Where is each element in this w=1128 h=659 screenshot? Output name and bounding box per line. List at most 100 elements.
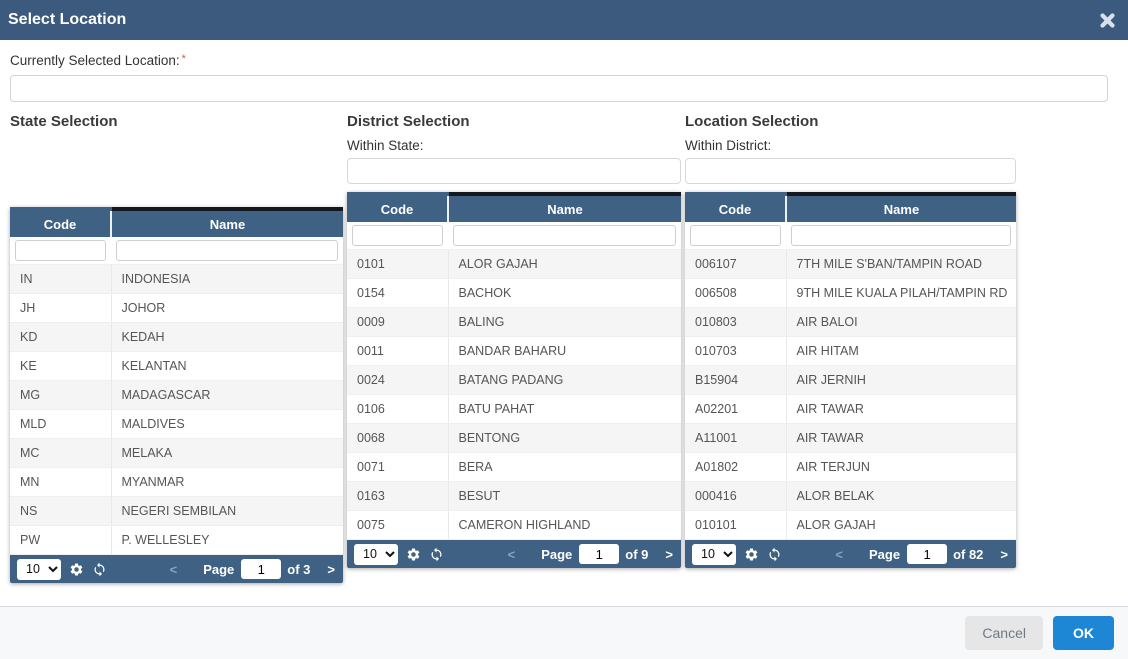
state-selection-panel: State Selection Code Name IN IND — [10, 113, 343, 583]
row-name: P. WELLESLEY — [111, 525, 343, 555]
district-name-header[interactable]: Name — [448, 192, 681, 222]
page-label: Page — [541, 546, 573, 562]
table-row[interactable]: MN MYANMAR — [10, 467, 343, 497]
table-row[interactable]: 0009 BALING — [347, 307, 681, 337]
refresh-icon[interactable] — [92, 562, 107, 577]
table-row[interactable]: 0071 BERA — [347, 452, 681, 482]
refresh-icon[interactable] — [767, 547, 782, 562]
prev-page-button[interactable]: < — [835, 546, 843, 562]
page-count-label: of 9 — [625, 546, 649, 562]
state-code-header[interactable]: Code — [10, 207, 112, 237]
district-code-header[interactable]: Code — [347, 192, 449, 222]
ok-button[interactable]: OK — [1053, 616, 1114, 650]
state-page-size-select[interactable]: 10 — [17, 558, 61, 580]
row-code: 0011 — [347, 336, 449, 366]
refresh-icon[interactable] — [429, 547, 444, 562]
table-row[interactable]: MC MELAKA — [10, 438, 343, 468]
table-row[interactable]: 0075 CAMERON HIGHLAND — [347, 510, 681, 540]
table-row[interactable]: A01802 AIR TERJUN — [685, 452, 1016, 482]
row-code: 0101 — [347, 249, 449, 279]
table-row[interactable]: B15904 AIR JERNIH — [685, 365, 1016, 395]
current-location-label: Currently Selected Location: * — [10, 53, 1118, 68]
location-panel-title: Location Selection — [685, 113, 819, 130]
location-page-size-select[interactable]: 10 — [692, 543, 736, 565]
table-row[interactable]: 0068 BENTONG — [347, 423, 681, 453]
row-name: BACHOK — [448, 278, 681, 308]
state-page-input[interactable] — [241, 559, 282, 579]
district-page-input[interactable] — [579, 544, 620, 564]
row-code: PW — [10, 525, 112, 555]
row-name: ALOR GAJAH — [786, 510, 1016, 540]
state-grid: Code Name IN INDONESIA JH JOHOR KD KEDAH KE KEL… — [10, 207, 343, 583]
location-page-input[interactable] — [907, 544, 948, 564]
table-row[interactable]: 0024 BATANG PADANG — [347, 365, 681, 395]
location-grid: Code Name 006107 7TH MILE S'BAN/TAMPIN RO… — [685, 192, 1016, 568]
table-row[interactable]: 006508 9TH MILE KUALA PILAH/TAMPIN RD — [685, 278, 1016, 308]
settings-icon[interactable] — [69, 562, 84, 577]
row-name: AIR TAWAR — [786, 394, 1016, 424]
row-code: 006107 — [685, 249, 787, 279]
table-row[interactable]: 0163 BESUT — [347, 481, 681, 511]
state-name-filter-input[interactable] — [116, 240, 338, 261]
table-row[interactable]: 0106 BATU PAHAT — [347, 394, 681, 424]
location-code-filter-input[interactable] — [690, 225, 781, 246]
district-code-filter-input[interactable] — [352, 225, 443, 246]
row-code: B15904 — [685, 365, 787, 395]
district-page-size-select[interactable]: 10 — [354, 543, 398, 565]
row-code: 0009 — [347, 307, 449, 337]
close-icon[interactable] — [1099, 12, 1116, 29]
location-name-filter-input[interactable] — [791, 225, 1011, 246]
table-row[interactable]: A11001 AIR TAWAR — [685, 423, 1016, 453]
district-name-filter-input[interactable] — [453, 225, 676, 246]
table-row[interactable]: PW P. WELLESLEY — [10, 525, 343, 555]
table-row[interactable]: A02201 AIR TAWAR — [685, 394, 1016, 424]
location-name-header[interactable]: Name — [786, 192, 1016, 222]
next-page-button[interactable]: > — [665, 546, 673, 562]
district-grid: Code Name 0101 ALOR GAJAH 0154 BACHOK 0009 BA… — [347, 192, 681, 568]
row-name: AIR JERNIH — [786, 365, 1016, 395]
row-name: MELAKA — [111, 438, 343, 468]
table-row[interactable]: KE KELANTAN — [10, 351, 343, 381]
row-code: 0106 — [347, 394, 449, 424]
settings-icon[interactable] — [406, 547, 421, 562]
table-row[interactable]: 006107 7TH MILE S'BAN/TAMPIN ROAD — [685, 249, 1016, 279]
row-name: 9TH MILE KUALA PILAH/TAMPIN RD — [786, 278, 1016, 308]
table-row[interactable]: KD KEDAH — [10, 322, 343, 352]
row-name: KELANTAN — [111, 351, 343, 381]
settings-icon[interactable] — [744, 547, 759, 562]
modal-title: Select Location — [8, 11, 127, 28]
state-name-header[interactable]: Name — [111, 207, 343, 237]
row-code: KE — [10, 351, 112, 381]
within-state-input[interactable] — [347, 158, 681, 184]
row-name: MYANMAR — [111, 467, 343, 497]
table-row[interactable]: 010703 AIR HITAM — [685, 336, 1016, 366]
table-row[interactable]: JH JOHOR — [10, 293, 343, 323]
location-grid-pager: 10 < Page of 82 > — [685, 540, 1016, 568]
table-row[interactable]: 0154 BACHOK — [347, 278, 681, 308]
table-row[interactable]: 0011 BANDAR BAHARU — [347, 336, 681, 366]
table-row[interactable]: 0101 ALOR GAJAH — [347, 249, 681, 279]
within-district-input[interactable] — [685, 158, 1016, 184]
table-row[interactable]: MG MADAGASCAR — [10, 380, 343, 410]
table-row[interactable]: 010803 AIR BALOI — [685, 307, 1016, 337]
location-code-header[interactable]: Code — [685, 192, 787, 222]
table-row[interactable]: 010101 ALOR GAJAH — [685, 510, 1016, 540]
row-name: KEDAH — [111, 322, 343, 352]
prev-page-button[interactable]: < — [507, 546, 516, 562]
table-row[interactable]: 000416 ALOR BELAK — [685, 481, 1016, 511]
prev-page-button[interactable]: < — [169, 561, 178, 577]
table-row[interactable]: NS NEGERI SEMBILAN — [10, 496, 343, 526]
page-count-label: of 3 — [287, 561, 311, 577]
next-page-button[interactable]: > — [327, 561, 335, 577]
table-row[interactable]: IN INDONESIA — [10, 264, 343, 294]
row-name: AIR BALOI — [786, 307, 1016, 337]
table-row[interactable]: MLD MALDIVES — [10, 409, 343, 439]
current-location-label-text: Currently Selected Location: — [10, 53, 180, 68]
row-code: MN — [10, 467, 112, 497]
state-code-filter-input[interactable] — [15, 240, 106, 261]
page-label: Page — [868, 546, 901, 562]
row-name: 7TH MILE S'BAN/TAMPIN ROAD — [786, 249, 1016, 279]
current-location-input[interactable] — [10, 75, 1108, 102]
next-page-button[interactable]: > — [1000, 546, 1008, 562]
cancel-button[interactable]: Cancel — [965, 616, 1043, 650]
